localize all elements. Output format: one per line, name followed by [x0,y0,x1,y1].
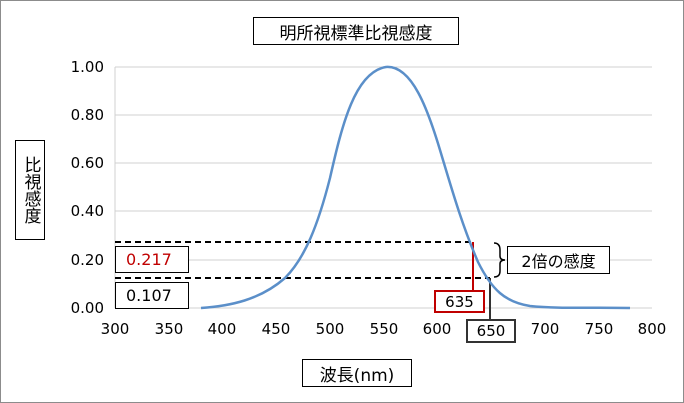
x-tick: 750 [584,320,614,338]
x-tick: 450 [261,320,291,338]
x-tick: 600 [422,320,452,338]
y-tick: 0.80 [70,106,104,124]
x-tick-650-box: 650 [466,319,516,343]
chart-title: 明所視標準比視感度 [253,17,459,45]
y-tick: 0.00 [70,299,104,317]
x-tick: 500 [315,320,345,338]
x-tick: 400 [207,320,237,338]
x-tick: 700 [530,320,560,338]
y-tick: 1.00 [70,58,104,76]
annotation-635: 635 [434,290,485,313]
y-tick: 0.40 [70,202,104,220]
annotation-0107: 0.107 [115,282,189,309]
x-axis-label: 波長(nm) [302,359,412,387]
x-tick: 350 [154,320,184,338]
x-tick: 300 [100,320,130,338]
y-axis-label: 比視感度 [15,140,45,240]
sensitivity-curve [200,65,631,310]
x-tick: 800 [637,320,667,338]
brace-icon [493,242,506,278]
y-tick: 0.20 [70,251,104,269]
annotation-0217: 0.217 [115,246,189,273]
annotation-2x-sensitivity: 2倍の感度 [507,246,610,274]
x-tick: 550 [369,320,399,338]
y-tick: 0.60 [70,154,104,172]
